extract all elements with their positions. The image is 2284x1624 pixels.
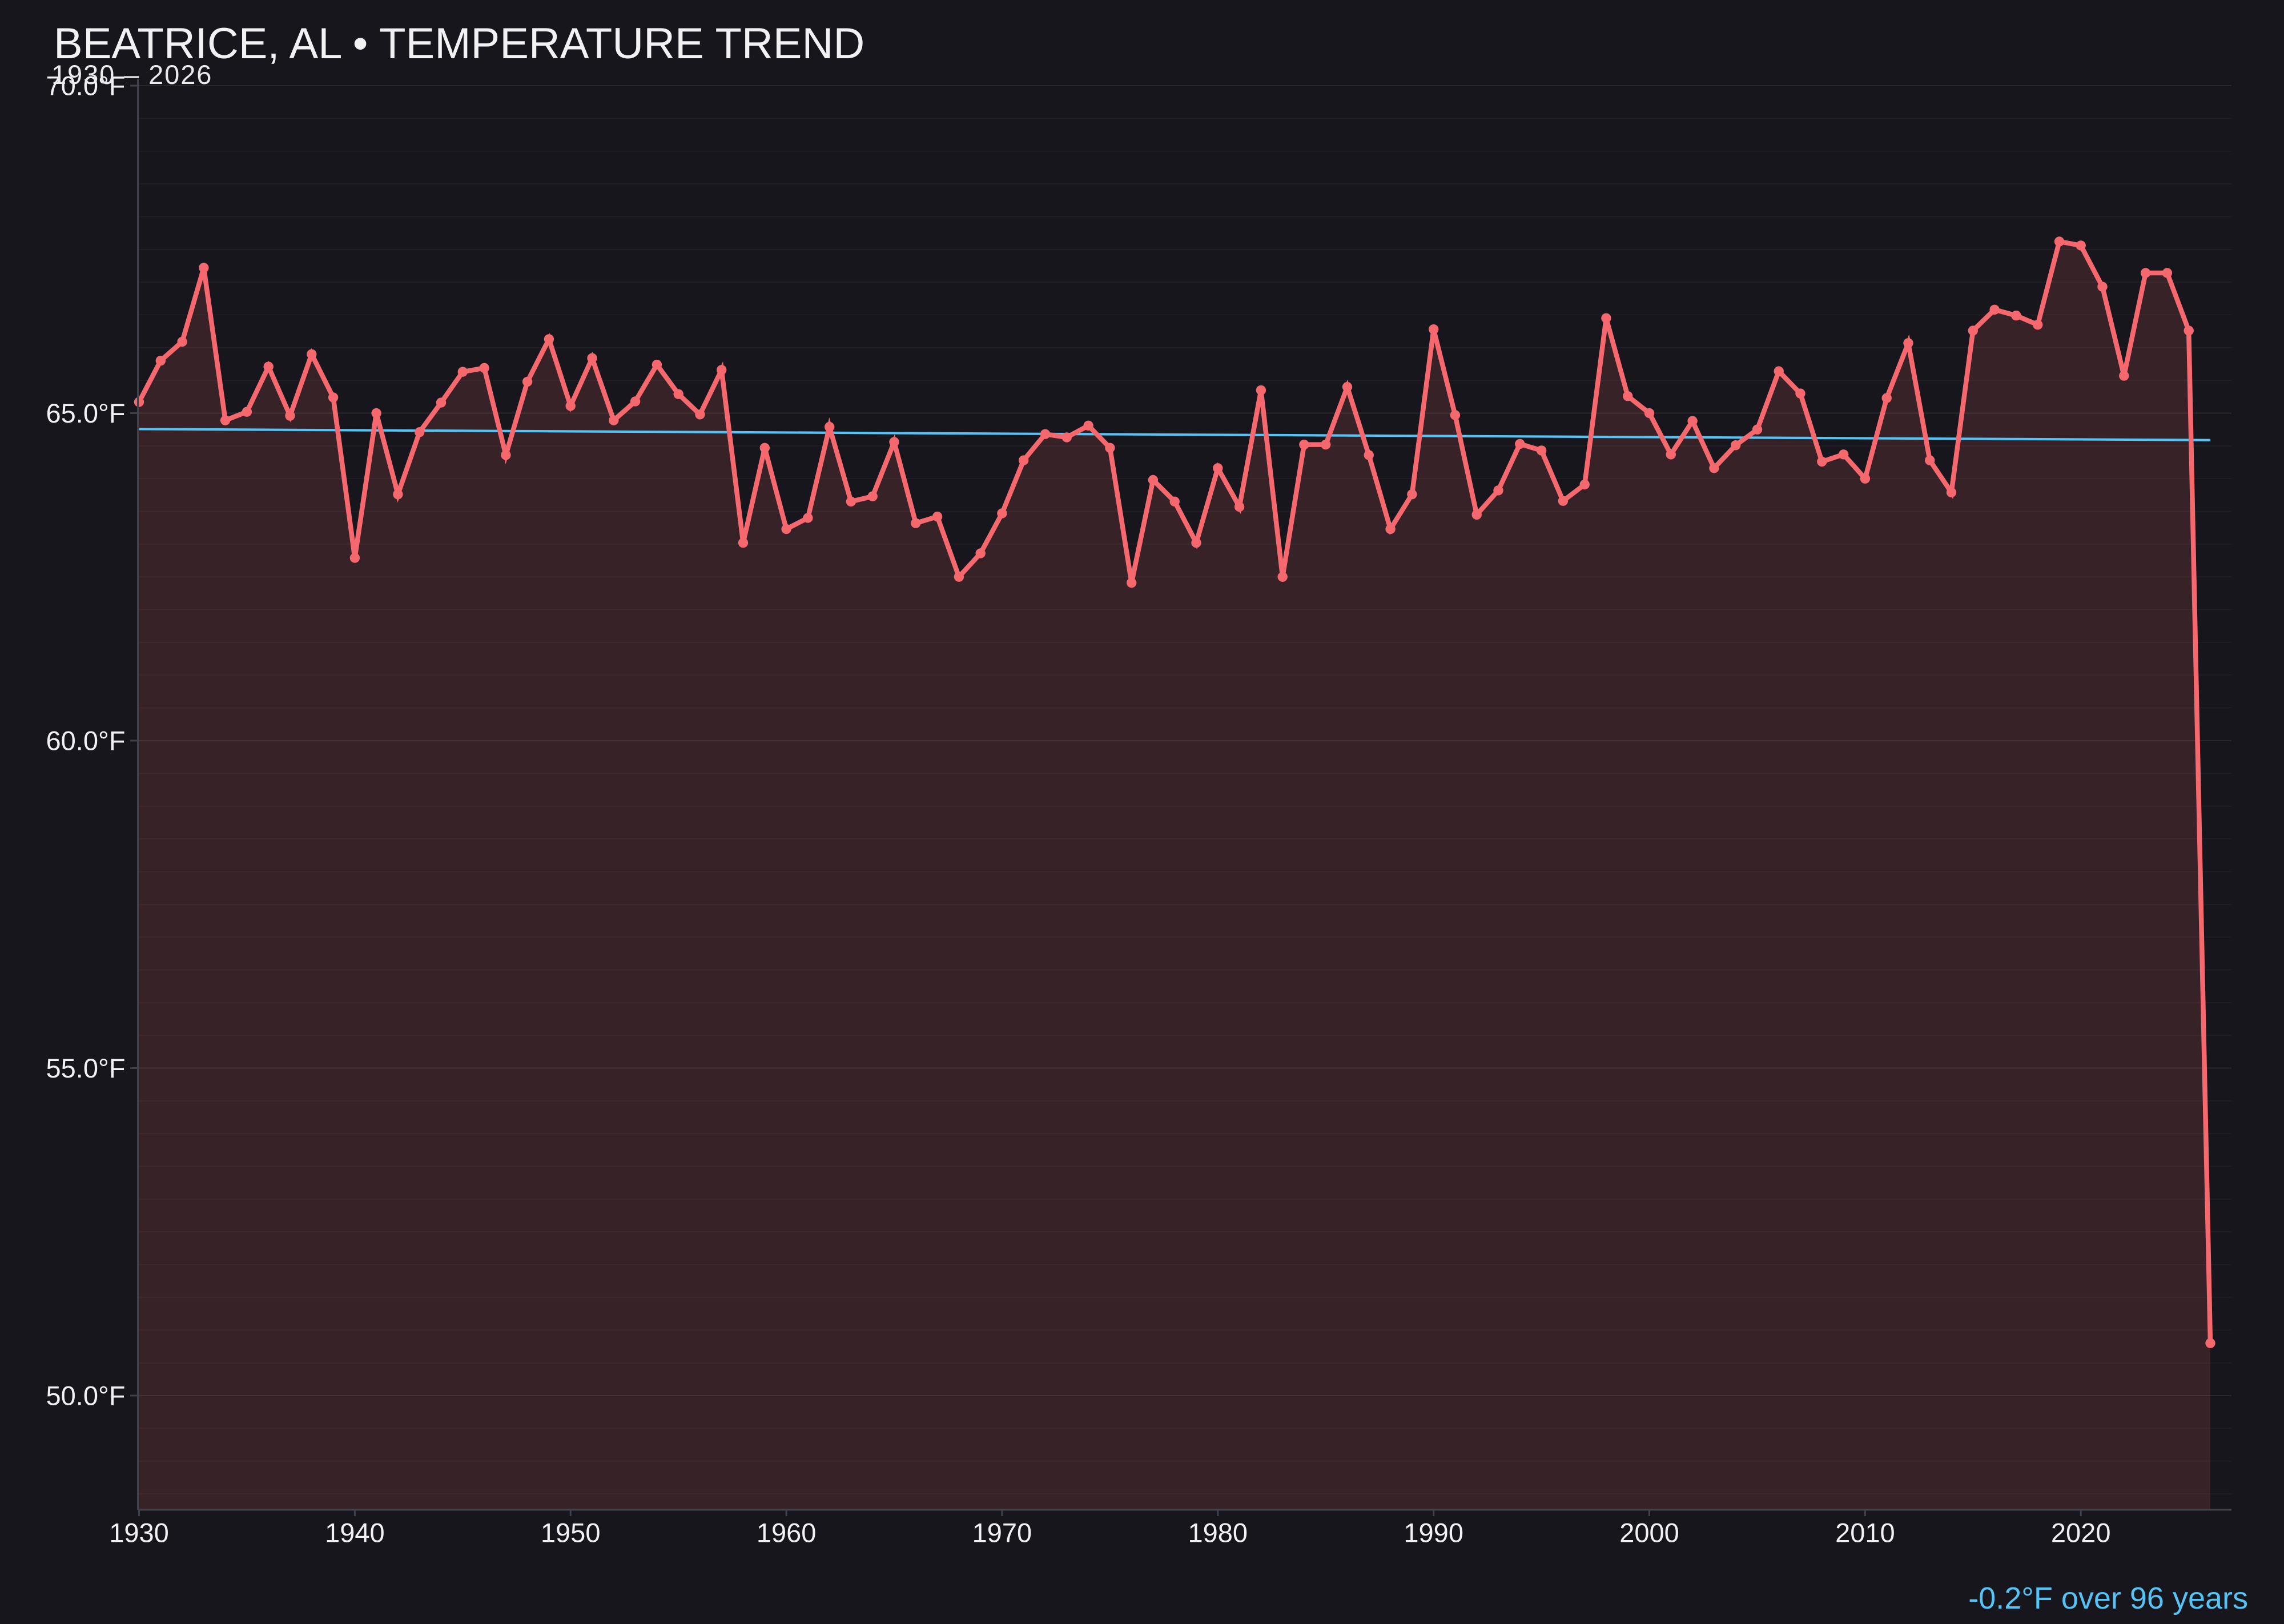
- svg-text:1930 – 2026: 1930 – 2026: [51, 59, 212, 90]
- svg-text:1930: 1930: [109, 1518, 169, 1548]
- svg-text:1960: 1960: [757, 1518, 817, 1548]
- svg-text:70.0°F: 70.0°F: [46, 70, 126, 101]
- svg-text:1940: 1940: [325, 1518, 385, 1548]
- svg-text:1980: 1980: [1188, 1518, 1248, 1548]
- svg-text:-0.2°F over 96 years: -0.2°F over 96 years: [1968, 1581, 2248, 1615]
- svg-text:1950: 1950: [541, 1518, 601, 1548]
- svg-text:55.0°F: 55.0°F: [46, 1053, 126, 1083]
- svg-text:BEATRICE, AL • TEMPERATURE TRE: BEATRICE, AL • TEMPERATURE TREND: [54, 19, 864, 68]
- svg-text:65.0°F: 65.0°F: [46, 398, 126, 428]
- svg-text:60.0°F: 60.0°F: [46, 725, 126, 755]
- svg-text:2000: 2000: [1619, 1518, 1679, 1548]
- svg-text:1990: 1990: [1404, 1518, 1463, 1548]
- svg-text:1970: 1970: [972, 1518, 1032, 1548]
- svg-text:2010: 2010: [1835, 1518, 1895, 1548]
- svg-text:2020: 2020: [2051, 1518, 2111, 1548]
- svg-text:50.0°F: 50.0°F: [46, 1380, 126, 1410]
